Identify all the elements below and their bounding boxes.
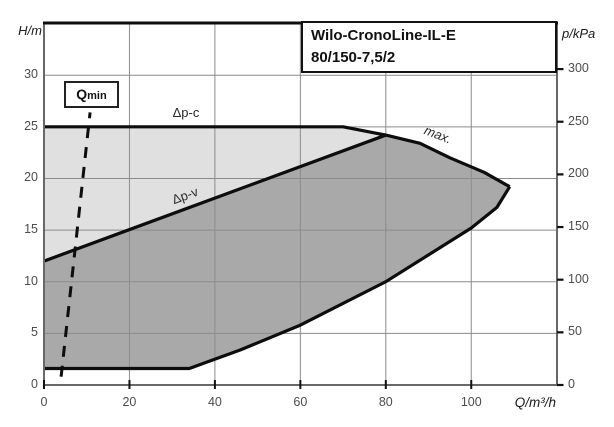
chart-title-line2: 80/150-7,5/2 <box>311 49 396 66</box>
min-curve <box>44 185 512 371</box>
left-axis-tick-label: 5 <box>31 325 38 340</box>
right-axis-tick-label: 150 <box>568 219 589 234</box>
x-axis-tick-label: 40 <box>207 395 222 409</box>
qmin-label-symbol: Q <box>76 86 88 102</box>
left-axis-tick-label: 15 <box>24 222 38 237</box>
left-axis-tick-label: 0 <box>31 377 38 391</box>
right-axis-tick-label: 50 <box>568 324 582 339</box>
chart-title-line1: Wilo-CronoLine-IL-E <box>311 27 456 44</box>
right-axis-tick-label: 250 <box>568 113 589 128</box>
dp-v-line <box>43 133 387 263</box>
right-axis-tick-label: 0 <box>568 377 575 391</box>
qmin-label-subscript: min <box>87 90 107 102</box>
x-axis-tick-label: 20 <box>122 395 137 409</box>
x-axis-tick-label: 0 <box>40 395 48 409</box>
x-axis-tick-label: 80 <box>378 395 393 409</box>
right-axis-tick-label: 300 <box>568 61 589 76</box>
x-axis-tick-label: 60 <box>293 395 308 409</box>
qmin-line <box>59 112 92 377</box>
x-axis-tick-label: 100 <box>460 395 482 409</box>
right-axis-tick-label: 100 <box>568 271 589 286</box>
left-axis-tick-label: 25 <box>24 118 38 133</box>
dp-v-region-fill <box>44 135 510 369</box>
dp-c-line <box>44 125 387 137</box>
qmin-label-box: Qmin <box>64 81 119 108</box>
left-axis-tick-label: 30 <box>24 67 38 82</box>
left-axis-unit-label: H/m <box>18 23 42 38</box>
max-curve <box>385 133 511 189</box>
chart-title-box: Wilo-CronoLine-IL-E 80/150-7,5/2 <box>301 21 557 73</box>
x-axis-unit-label: Q/m³/h <box>514 395 556 410</box>
left-axis-tick-label: 20 <box>24 170 38 185</box>
right-axis-unit-label: p/kPa <box>562 26 596 41</box>
dp-c-curve-label: Δp-c <box>172 105 200 120</box>
right-axis-tick-label: 200 <box>568 166 589 181</box>
left-axis-tick-label: 10 <box>24 273 38 288</box>
